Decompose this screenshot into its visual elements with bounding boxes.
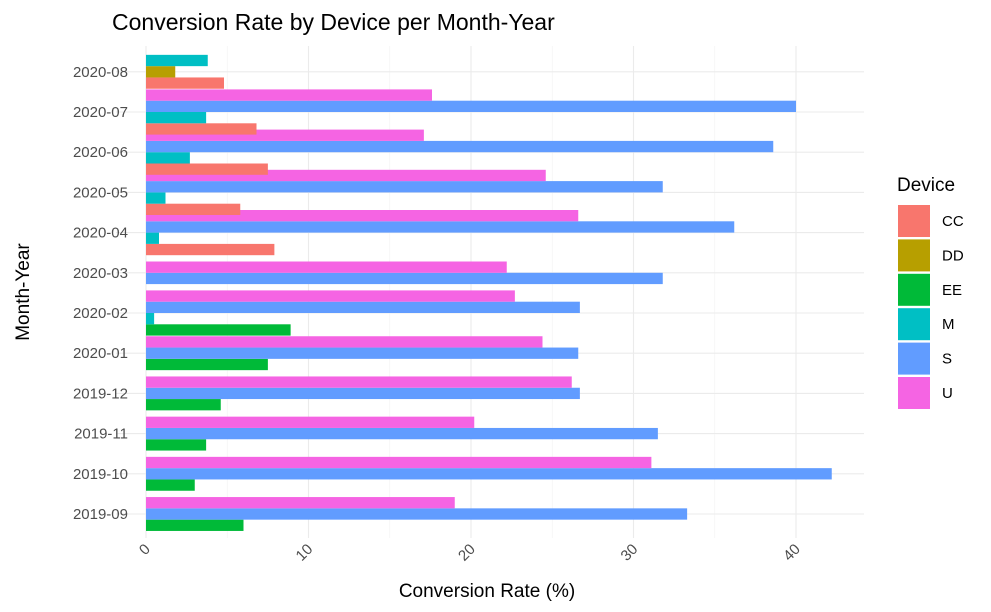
x-tick-label: 20 xyxy=(455,541,479,565)
x-tick-label: 40 xyxy=(780,541,804,565)
y-tick-label: 2020-04 xyxy=(73,225,128,242)
bar-2020-05-U xyxy=(146,169,546,182)
y-tick-label: 2020-02 xyxy=(73,305,128,322)
bar-2019-10-S xyxy=(146,468,832,480)
bar-2020-08-CC xyxy=(146,77,224,89)
bar-2020-05-S xyxy=(146,181,663,193)
legend-swatch xyxy=(898,205,930,237)
legend-title: Device xyxy=(897,175,955,196)
legend-item-M: M xyxy=(898,308,955,341)
y-tick-label: 2020-06 xyxy=(73,144,128,161)
bar-2020-02-U xyxy=(146,290,515,302)
bar-2019-11-S xyxy=(146,427,658,440)
y-tick-label: 2020-01 xyxy=(73,345,128,362)
y-axis-tick-labels: 2019-09 2019-10 2019-11 2019-12 2020-01 2020-… xyxy=(73,64,128,523)
bar-2020-07-M xyxy=(146,112,207,124)
bar-2019-10-EE xyxy=(146,479,195,491)
x-tick-label: 30 xyxy=(618,541,642,565)
bar-2020-07-U xyxy=(146,89,432,101)
bar-2020-08-M xyxy=(146,54,208,67)
bar-2019-12-U xyxy=(146,376,572,388)
bar-2020-06-CC xyxy=(146,163,268,175)
legend-item-EE: EE xyxy=(898,273,962,306)
bar-2020-02-M xyxy=(146,313,155,325)
y-axis-title: Month-Year xyxy=(13,243,34,341)
bar-2020-04-S xyxy=(146,221,735,233)
legend-item-CC: CC xyxy=(898,205,964,237)
legend-label: DD xyxy=(942,247,964,264)
y-tick-label: 2019-10 xyxy=(73,466,128,483)
x-axis-title: Conversion Rate (%) xyxy=(399,581,575,602)
legend-items: CC DD EE M SU xyxy=(898,205,964,409)
bar-2020-01-EE xyxy=(146,358,268,371)
legend-swatch xyxy=(898,377,930,409)
y-tick-label: 2019-12 xyxy=(73,385,128,402)
bar-2020-06-U xyxy=(146,129,424,141)
bar-2020-03-U xyxy=(146,261,507,273)
x-tick-label: 10 xyxy=(293,541,317,565)
legend-swatch xyxy=(898,273,930,306)
bar-2019-11-U xyxy=(146,416,475,428)
y-tick-label: 2020-07 xyxy=(73,104,128,121)
legend-swatch xyxy=(898,239,930,272)
x-axis-tick-labels: 0 10 20 30 40 xyxy=(136,541,804,565)
legend-swatch xyxy=(898,342,930,375)
bar-2020-06-S xyxy=(146,140,774,153)
bar-2019-11-EE xyxy=(146,439,207,451)
bar-2020-08-DD xyxy=(146,66,176,78)
y-tick-label: 2019-11 xyxy=(74,426,128,443)
bar-2019-09-S xyxy=(146,508,688,520)
bar-2020-01-U xyxy=(146,336,543,348)
chart-title: Conversion Rate by Device per Month-Year xyxy=(112,9,555,35)
bar-2019-10-U xyxy=(146,456,652,469)
bar-2020-04-U xyxy=(146,210,579,222)
legend: Device CC DD EE M SU xyxy=(897,175,964,409)
bar-2020-04-M xyxy=(146,232,159,244)
legend-item-S: S xyxy=(898,342,952,375)
bar-2020-07-CC xyxy=(146,123,257,135)
legend-label: EE xyxy=(942,282,962,299)
legend-item-DD: DD xyxy=(898,239,964,272)
legend-label: CC xyxy=(942,213,964,230)
bar-2020-04-CC xyxy=(146,243,275,256)
bars xyxy=(146,54,832,531)
bar-2019-09-U xyxy=(146,497,455,509)
bar-2020-02-S xyxy=(146,301,580,313)
bar-2020-05-M xyxy=(146,192,166,204)
bar-2020-02-EE xyxy=(146,324,291,336)
bar-2020-01-S xyxy=(146,347,579,359)
bar-2020-06-M xyxy=(146,152,190,164)
bar-2020-07-S xyxy=(146,100,796,112)
bar-2019-12-EE xyxy=(146,399,221,411)
bar-2020-05-CC xyxy=(146,203,241,215)
y-tick-label: 2019-09 xyxy=(73,506,128,523)
legend-label: S xyxy=(942,351,952,368)
bar-2019-09-EE xyxy=(146,519,244,531)
y-tick-label: 2020-08 xyxy=(73,64,128,81)
y-tick-label: 2020-03 xyxy=(73,265,128,282)
legend-label: M xyxy=(942,316,955,333)
y-tick-label: 2020-05 xyxy=(73,184,128,201)
bar-2019-12-S xyxy=(146,387,580,400)
x-tick-label: 0 xyxy=(136,541,154,559)
legend-label: U xyxy=(942,385,953,402)
legend-swatch xyxy=(898,308,930,341)
bar-2020-03-S xyxy=(146,272,663,285)
legend-item-U: U xyxy=(898,377,953,409)
